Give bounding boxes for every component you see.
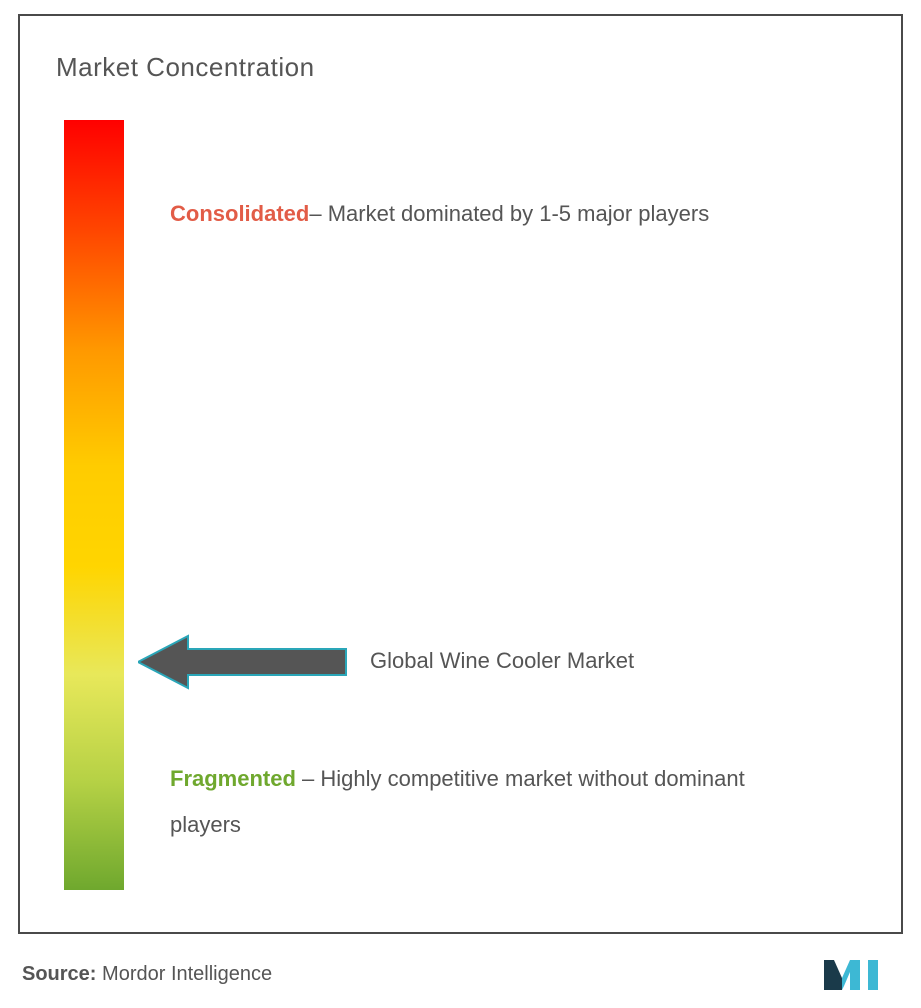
source-name: Mordor Intelligence — [102, 963, 272, 985]
arrow-shape — [138, 636, 346, 688]
fragmented-description-line2: players — [170, 812, 241, 837]
consolidated-label: Consolidated — [170, 201, 309, 226]
mordor-logo-icon — [822, 954, 902, 994]
consolidated-annotation: Consolidated– Market dominated by 1-5 ma… — [170, 196, 870, 231]
source-prefix: Source: — [22, 963, 102, 985]
fragmented-label: Fragmented — [170, 766, 296, 791]
fragmented-annotation: Fragmented – Highly competitive market w… — [170, 756, 870, 848]
source-row: Source: Mordor Intelligence — [22, 954, 902, 994]
fragmented-description-line1: – Highly competitive market without domi… — [296, 766, 745, 791]
concentration-gradient-bar — [64, 120, 124, 890]
logo-m-shape — [824, 960, 878, 990]
market-name-label: Global Wine Cooler Market — [370, 648, 634, 674]
chart-frame: Market Concentration Consolidated– Marke… — [18, 14, 903, 934]
chart-title: Market Concentration — [56, 52, 315, 83]
source-text: Source: Mordor Intelligence — [22, 963, 272, 986]
pointer-arrow-icon — [138, 634, 348, 690]
consolidated-description: – Market dominated by 1-5 major players — [309, 201, 709, 226]
